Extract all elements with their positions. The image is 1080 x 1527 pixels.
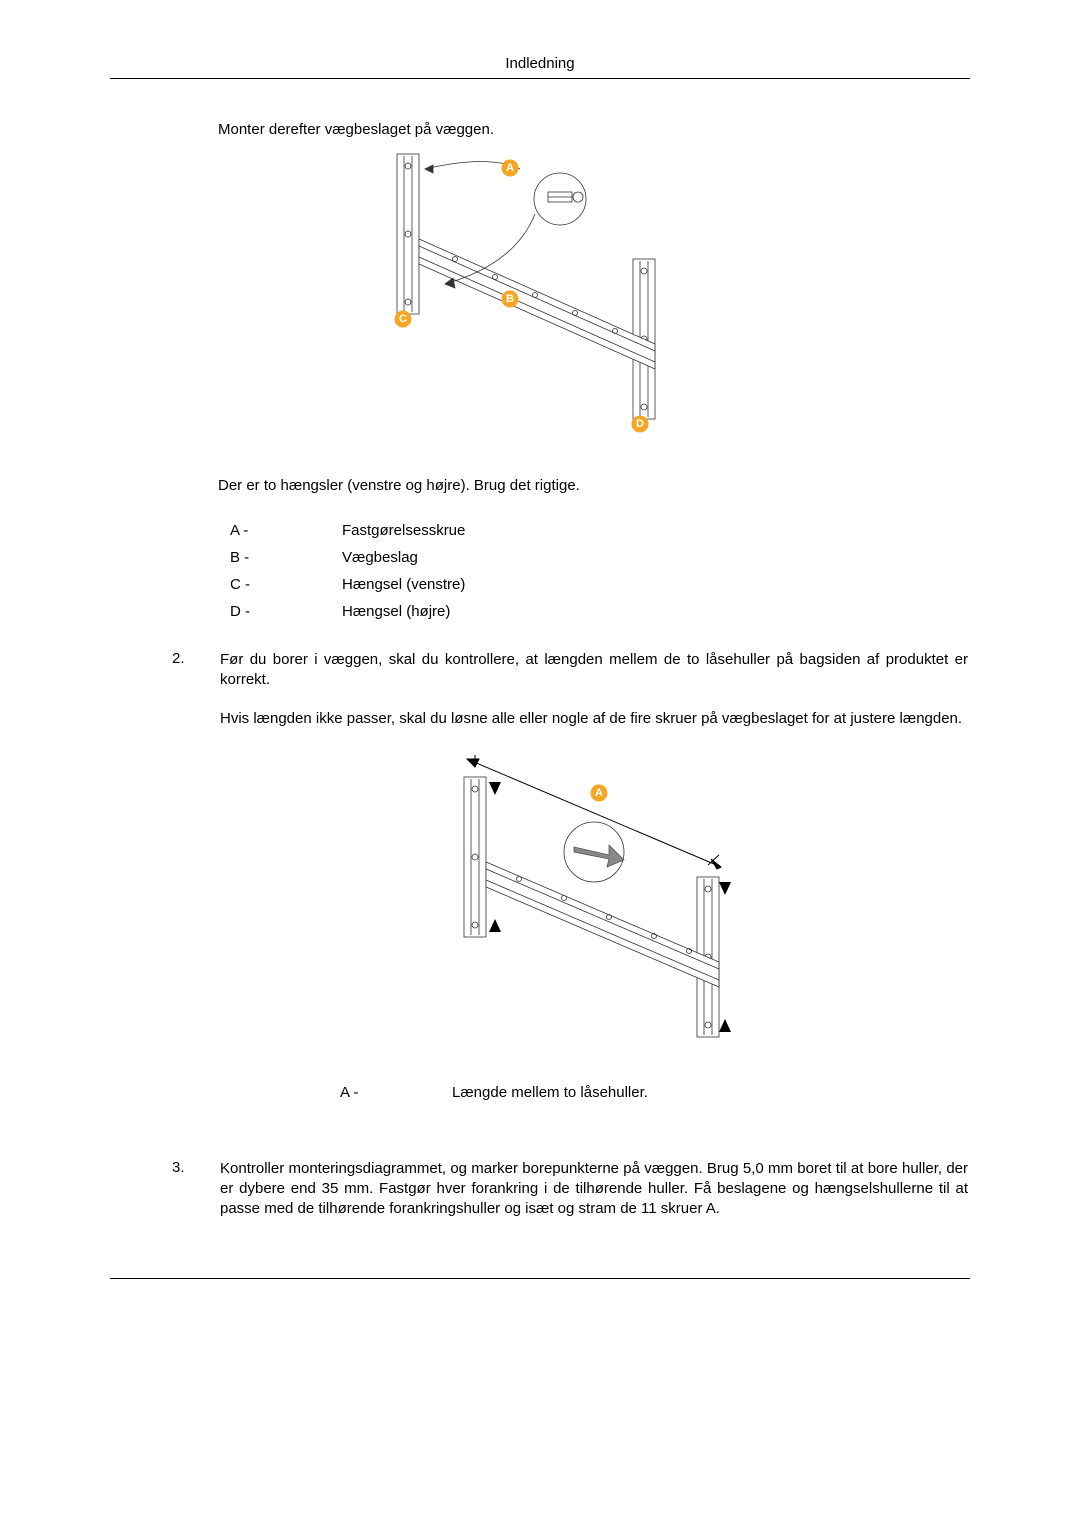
legend-key: C - bbox=[230, 576, 342, 593]
legend-key: A - bbox=[340, 1084, 452, 1101]
diagram-2: A bbox=[419, 747, 769, 1052]
footer-rule bbox=[110, 1278, 970, 1279]
svg-text:A: A bbox=[595, 787, 603, 799]
header-title: Indledning bbox=[505, 55, 574, 72]
step2-p1: Før du borer i væggen, skal du kontrolle… bbox=[220, 650, 968, 691]
legend-value: Længde mellem to låsehuller. bbox=[452, 1084, 648, 1101]
step3-p1: Kontroller monteringsdiagrammet, og mark… bbox=[220, 1159, 968, 1220]
legend-key: A - bbox=[230, 522, 342, 539]
legend-value: Fastgørelsesskrue bbox=[342, 522, 465, 539]
step-3: 3. Kontroller monteringsdiagrammet, og m… bbox=[110, 1159, 970, 1238]
intro-text: Monter derefter vægbeslaget på væggen. bbox=[218, 121, 970, 138]
step-body: Kontroller monteringsdiagrammet, og mark… bbox=[220, 1159, 970, 1238]
svg-text:C: C bbox=[399, 313, 407, 325]
legend-value: Hængsel (højre) bbox=[342, 603, 450, 620]
hinge-note: Der er to hængsler (venstre og højre). B… bbox=[218, 477, 970, 494]
step2-p2: Hvis længden ikke passer, skal du løsne … bbox=[220, 709, 968, 729]
page-header: Indledning bbox=[110, 55, 970, 79]
diagram-1: A B C D bbox=[365, 144, 715, 439]
legend-row: D - Hængsel (højre) bbox=[230, 603, 970, 620]
legend-row: A - Fastgørelsesskrue bbox=[230, 522, 970, 539]
legend-value: Hængsel (venstre) bbox=[342, 576, 465, 593]
svg-text:B: B bbox=[506, 293, 514, 305]
legend-key: D - bbox=[230, 603, 342, 620]
legend-1: A - Fastgørelsesskrue B - Vægbeslag C - … bbox=[230, 522, 970, 620]
legend-value: Vægbeslag bbox=[342, 549, 418, 566]
legend-row: C - Hængsel (venstre) bbox=[230, 576, 970, 593]
svg-text:D: D bbox=[636, 418, 644, 430]
step-body: Før du borer i væggen, skal du kontrolle… bbox=[220, 650, 970, 1141]
svg-text:A: A bbox=[506, 162, 514, 174]
legend-key: B - bbox=[230, 549, 342, 566]
legend-row: A - Længde mellem to låsehuller. bbox=[340, 1084, 968, 1101]
step-number: 3. bbox=[172, 1159, 220, 1238]
legend-2: A - Længde mellem to låsehuller. bbox=[340, 1084, 968, 1101]
page: Indledning Monter derefter vægbeslaget p… bbox=[0, 0, 1080, 1329]
step-2: 2. Før du borer i væggen, skal du kontro… bbox=[110, 650, 970, 1141]
step-number: 2. bbox=[172, 650, 220, 1141]
legend-row: B - Vægbeslag bbox=[230, 549, 970, 566]
